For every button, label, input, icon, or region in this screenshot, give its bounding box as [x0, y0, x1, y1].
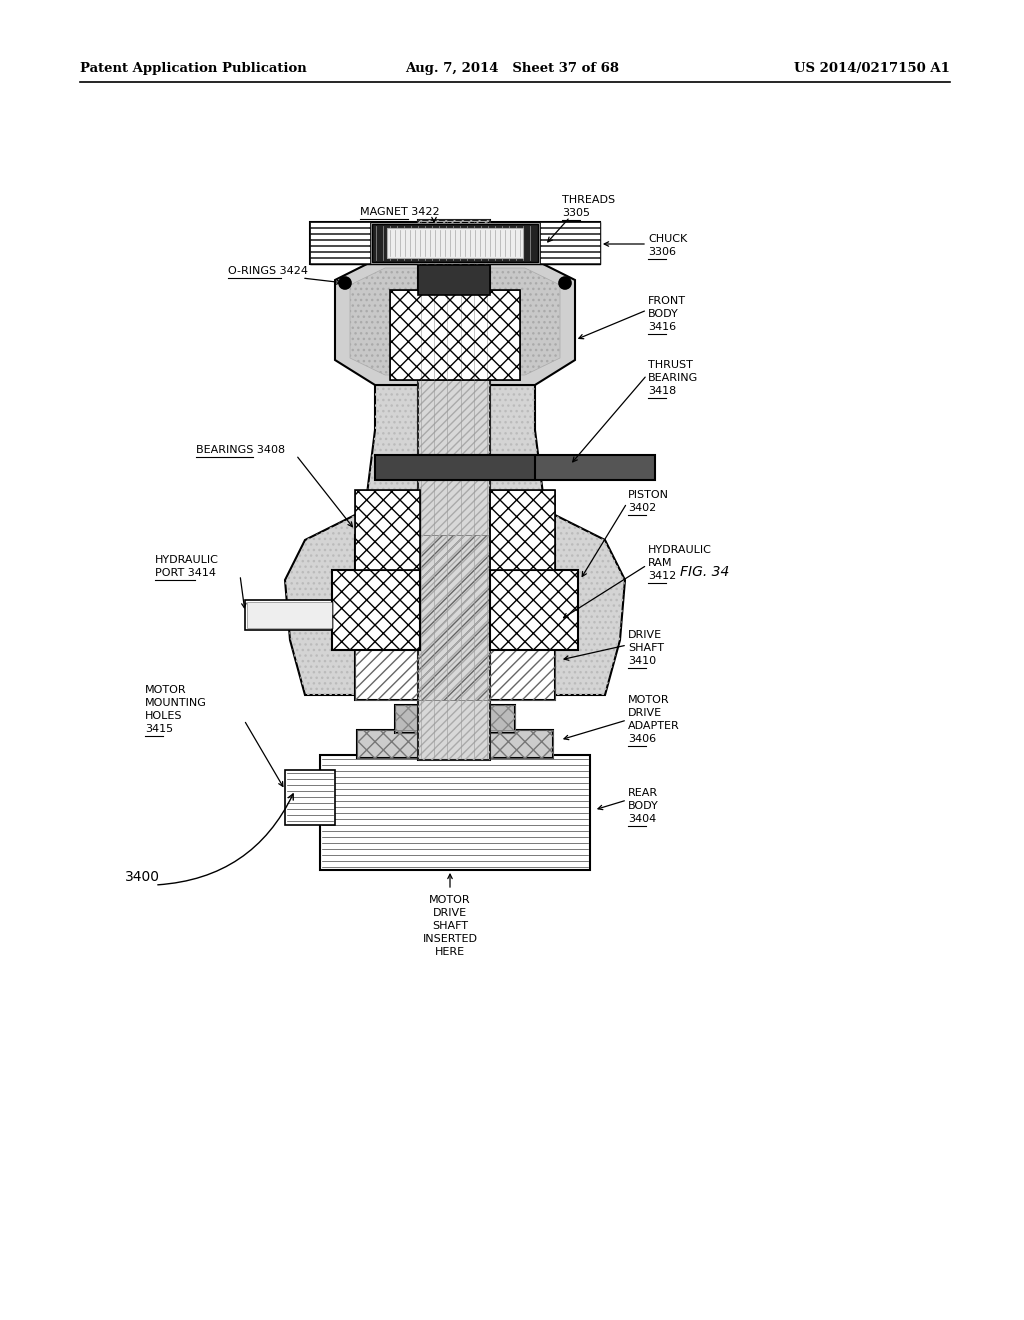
Text: 3406: 3406: [628, 734, 656, 744]
Bar: [540, 246, 600, 251]
Bar: [370, 222, 540, 264]
Bar: [357, 730, 553, 758]
Bar: [310, 222, 370, 227]
Text: 3418: 3418: [648, 385, 676, 396]
Text: Patent Application Publication: Patent Application Publication: [80, 62, 307, 75]
Bar: [355, 535, 555, 700]
Polygon shape: [285, 385, 625, 696]
Text: BEARINGS 3408: BEARINGS 3408: [196, 445, 285, 455]
Text: 3400: 3400: [125, 870, 160, 884]
Bar: [375, 455, 535, 480]
Text: THREADS: THREADS: [562, 195, 615, 205]
Bar: [387, 228, 523, 257]
Bar: [395, 705, 515, 733]
Bar: [390, 290, 520, 380]
Bar: [540, 234, 600, 239]
Bar: [355, 535, 555, 700]
Bar: [310, 222, 370, 264]
Text: ADAPTER: ADAPTER: [628, 721, 680, 731]
Bar: [355, 490, 420, 570]
Text: 3404: 3404: [628, 814, 656, 824]
Text: PISTON: PISTON: [628, 490, 669, 500]
Bar: [490, 490, 555, 570]
Text: DRIVE: DRIVE: [628, 708, 663, 718]
Bar: [310, 257, 370, 263]
Text: FRONT: FRONT: [648, 296, 686, 306]
Bar: [285, 770, 335, 825]
Text: 3410: 3410: [628, 656, 656, 667]
Text: O-RINGS 3424: O-RINGS 3424: [228, 267, 308, 276]
Bar: [540, 252, 600, 257]
Text: FIG. 34: FIG. 34: [680, 565, 729, 579]
Text: 3305: 3305: [562, 209, 590, 218]
Bar: [310, 234, 370, 239]
Bar: [357, 730, 553, 758]
Text: MOTOR: MOTOR: [628, 696, 670, 705]
Bar: [540, 240, 600, 246]
Text: 3402: 3402: [628, 503, 656, 513]
Text: 3412: 3412: [648, 572, 676, 581]
Text: HYDRAULIC: HYDRAULIC: [155, 554, 219, 565]
Bar: [540, 257, 600, 263]
Bar: [390, 290, 520, 380]
Text: INSERTED: INSERTED: [423, 935, 477, 944]
Text: MAGNET 3422: MAGNET 3422: [360, 207, 439, 216]
Bar: [395, 705, 515, 733]
Text: REAR: REAR: [628, 788, 658, 799]
Text: HERE: HERE: [435, 946, 465, 957]
Text: DRIVE: DRIVE: [433, 908, 467, 917]
Bar: [332, 570, 420, 649]
Bar: [319, 755, 590, 870]
Text: US 2014/0217150 A1: US 2014/0217150 A1: [795, 62, 950, 75]
Text: BEARING: BEARING: [648, 374, 698, 383]
Bar: [310, 252, 370, 257]
Text: BODY: BODY: [628, 801, 658, 810]
Bar: [490, 490, 555, 570]
Bar: [418, 220, 490, 760]
Bar: [372, 224, 538, 261]
Bar: [310, 228, 370, 234]
Bar: [310, 240, 370, 246]
Text: RAM: RAM: [648, 558, 673, 568]
Bar: [540, 222, 600, 264]
Bar: [245, 601, 335, 630]
Text: 3416: 3416: [648, 322, 676, 333]
Bar: [540, 222, 600, 227]
Text: HOLES: HOLES: [145, 711, 182, 721]
Text: HYDRAULIC: HYDRAULIC: [648, 545, 712, 554]
Text: SHAFT: SHAFT: [628, 643, 664, 653]
Bar: [418, 220, 490, 760]
Text: THRUST: THRUST: [648, 360, 693, 370]
Circle shape: [559, 277, 571, 289]
Bar: [490, 570, 578, 649]
Text: 3415: 3415: [145, 723, 173, 734]
Bar: [418, 265, 490, 294]
Text: DRIVE: DRIVE: [628, 630, 663, 640]
Bar: [540, 228, 600, 234]
Text: Aug. 7, 2014   Sheet 37 of 68: Aug. 7, 2014 Sheet 37 of 68: [406, 62, 618, 75]
Polygon shape: [350, 268, 560, 375]
Text: CHUCK: CHUCK: [648, 234, 687, 244]
Text: BODY: BODY: [648, 309, 679, 319]
Polygon shape: [335, 260, 575, 385]
Bar: [247, 602, 333, 628]
Bar: [310, 222, 600, 264]
Text: MOTOR: MOTOR: [429, 895, 471, 906]
Text: MOTOR: MOTOR: [145, 685, 186, 696]
Bar: [310, 246, 370, 251]
Bar: [332, 570, 420, 649]
Bar: [413, 455, 655, 480]
Text: SHAFT: SHAFT: [432, 921, 468, 931]
Text: PORT 3414: PORT 3414: [155, 568, 216, 578]
Bar: [355, 490, 420, 570]
Text: MOUNTING: MOUNTING: [145, 698, 207, 708]
Circle shape: [339, 277, 351, 289]
Text: 3306: 3306: [648, 247, 676, 257]
Bar: [490, 570, 578, 649]
